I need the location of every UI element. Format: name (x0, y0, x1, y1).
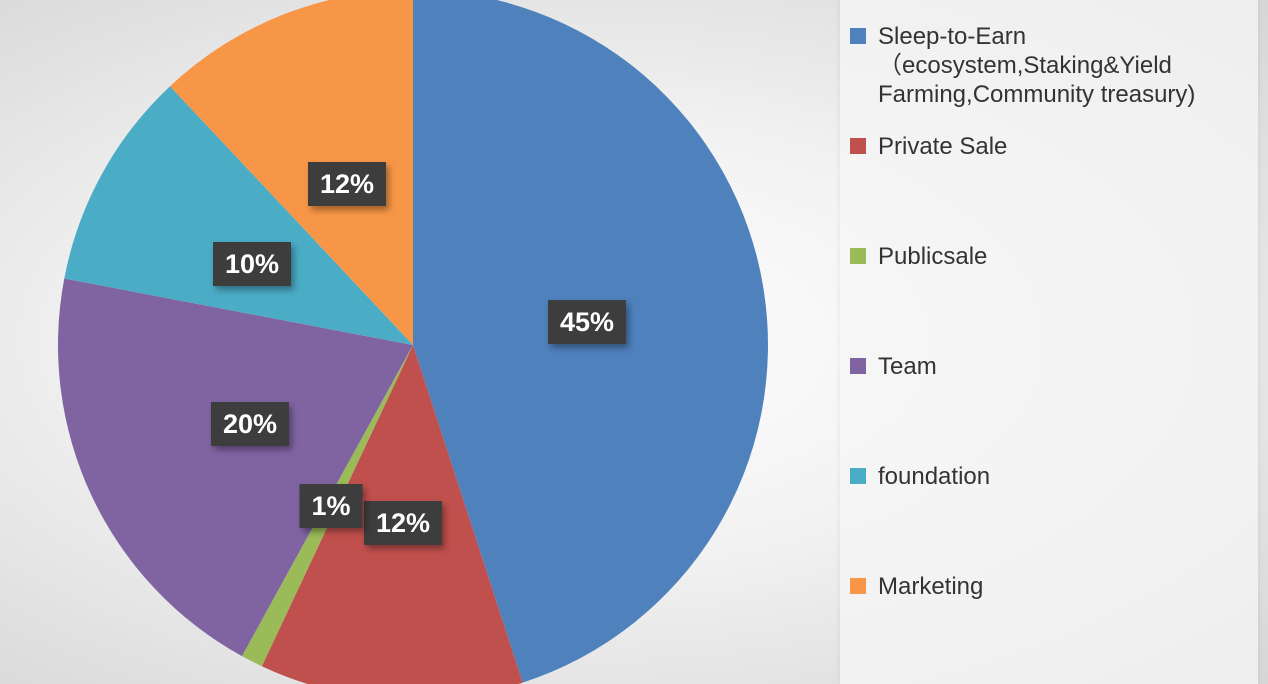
legend-swatch (850, 28, 866, 44)
legend-label: Sleep-to-Earn （ecosystem,Staking&Yield F… (878, 23, 1196, 108)
legend-label: Private Sale (878, 133, 1008, 160)
data-label: 20% (210, 402, 290, 446)
legend-swatch (850, 248, 866, 264)
legend-item: Sleep-to-Earn （ecosystem,Staking&Yield F… (850, 22, 1195, 109)
pie-chart (57, 0, 768, 684)
legend-swatch (850, 578, 866, 594)
pie-slice (64, 86, 413, 346)
data-label: 12% (363, 501, 443, 545)
data-label: 1% (299, 484, 363, 528)
legend-label: foundation (878, 463, 991, 490)
legend-label: Team (878, 353, 937, 380)
legend-label: Marketing (878, 573, 984, 600)
data-label: 10% (212, 242, 292, 286)
pie-slice (57, 278, 413, 657)
legend-item: Team (850, 352, 937, 381)
data-label: 12% (307, 162, 387, 206)
legend: Sleep-to-Earn （ecosystem,Staking&Yield F… (840, 0, 1258, 684)
legend-swatch (850, 468, 866, 484)
legend-label: Publicsale (878, 243, 988, 270)
legend-item: foundation (850, 462, 990, 491)
legend-item: Marketing (850, 572, 983, 601)
legend-item: Publicsale (850, 242, 987, 271)
legend-item: Private Sale (850, 132, 1007, 161)
legend-swatch (850, 138, 866, 154)
legend-swatch (850, 358, 866, 374)
pie-slice (169, 0, 413, 345)
data-label: 45% (547, 300, 627, 344)
